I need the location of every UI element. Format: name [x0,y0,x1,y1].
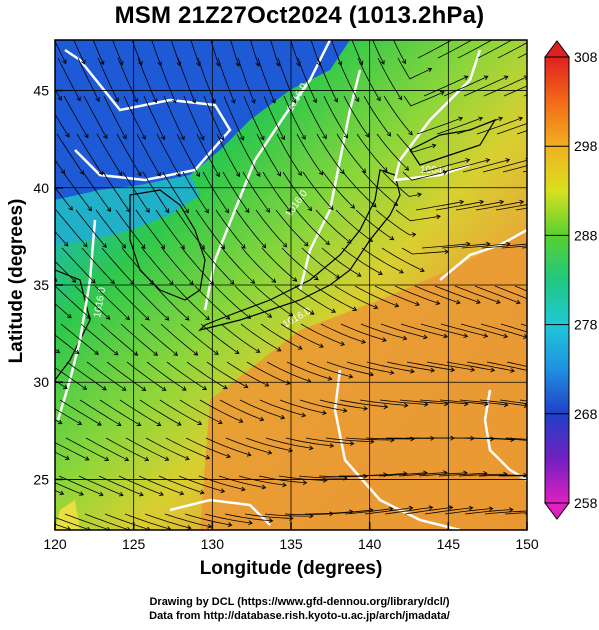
streamline-arrow [42,169,46,173]
streamline-arrow [496,35,500,39]
streamline-arrow [536,300,540,304]
streamline [17,134,46,173]
streamline-arrow [516,35,520,39]
streamline-arrow [437,13,441,17]
streamline-arrow [456,35,460,39]
temperature-field: 1016.0 1016.0 1016.0 1004.0 1016.0 [15,0,574,531]
colorbar-tick-label: 258 [574,495,598,511]
x-tick-label: 120 [43,536,67,552]
streamline [405,13,441,31]
streamline-arrow [556,35,560,39]
streamline [525,513,573,514]
y-tick-label: 45 [33,83,49,99]
streamline-arrow [530,369,534,373]
colorbar-tick-label: 288 [574,227,598,243]
streamline-arrow [538,117,542,121]
streamline-arrow [570,441,574,445]
y-tick-label: 25 [33,471,49,487]
x-tick-label: 150 [515,536,539,552]
streamline-arrow [50,205,54,209]
colorbar-tick-label: 278 [574,317,598,333]
colorbar-tick-label: 268 [574,406,598,422]
streamline-arrow [44,59,48,63]
streamline [465,0,506,20]
streamline-arrow [570,371,574,375]
colorbar-tick-label: 298 [574,138,598,154]
streamline-arrow [570,512,574,516]
streamline-arrow [540,200,544,204]
streamline-arrow [476,35,480,39]
x-tick-label: 135 [279,536,303,552]
x-tick-label: 140 [358,536,382,552]
credit-drawing: Drawing by DCL (https://www.gfd-dennou.o… [0,596,599,608]
y-axis-label: Latitude (degrees) [6,186,28,376]
streamline-arrow [48,313,52,317]
colorbar-tick-label: 308 [574,49,598,65]
credit-data: Data from http://database.rish.kyoto-u.a… [0,610,599,622]
streamline-arrow [45,241,49,245]
colorbar: 308 298 288 278 268 258 [545,41,598,519]
streamline [445,0,486,20]
streamline-arrow [536,35,540,39]
streamline [24,96,50,136]
streamline [485,0,526,20]
y-tick-label: 35 [33,277,49,293]
x-tick-label: 125 [122,536,146,552]
streamline [425,0,466,20]
streamline [25,20,47,63]
x-axis-label: Longitude (degrees) [55,558,527,580]
x-tick-label: 145 [437,536,461,552]
streamline-arrow [47,132,51,136]
y-tick-label: 30 [33,374,49,390]
streamline [525,0,566,20]
streamline-arrow [529,509,533,513]
streamline-arrow [530,439,534,443]
x-tick-label: 130 [201,536,225,552]
y-tick-label: 40 [33,180,49,196]
streamline [505,0,546,20]
